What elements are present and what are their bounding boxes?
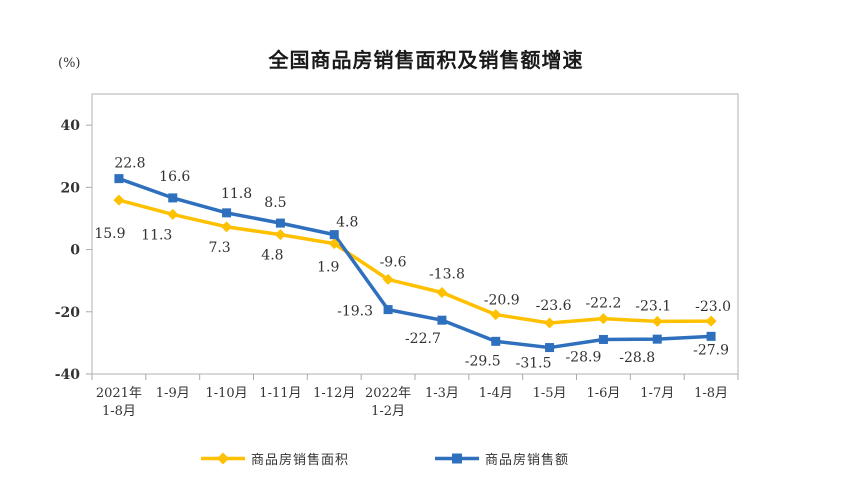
x-axis-label: 1-11月 bbox=[259, 386, 301, 401]
y-tick-label: 20 bbox=[61, 180, 81, 196]
data-point-marker bbox=[436, 286, 448, 298]
legend-item-sales-amount: 商品房销售额 bbox=[435, 449, 569, 468]
data-point-marker bbox=[275, 218, 285, 228]
data-point-marker bbox=[113, 194, 125, 206]
x-axis-label: 1-9月 bbox=[156, 386, 190, 401]
sales-area-line-marker-icon bbox=[201, 452, 245, 465]
data-point-marker bbox=[652, 334, 662, 344]
data-point-marker bbox=[544, 317, 556, 329]
data-label: -13.8 bbox=[429, 266, 465, 282]
data-point-marker bbox=[328, 238, 340, 250]
chart-title: 全国商品房销售面积及销售额增速 bbox=[268, 50, 584, 72]
data-point-marker bbox=[274, 229, 286, 241]
x-axis-label: 1-5月 bbox=[533, 386, 567, 401]
data-point-marker bbox=[167, 208, 179, 220]
sales-amount-line-marker-icon bbox=[435, 453, 480, 464]
data-point-marker bbox=[114, 174, 124, 184]
y-tick-label: 0 bbox=[70, 243, 80, 259]
series-line-0 bbox=[118, 198, 712, 325]
data-point-marker bbox=[598, 334, 608, 344]
data-label: -22.2 bbox=[585, 296, 621, 312]
data-label: 16.6 bbox=[159, 169, 190, 185]
data-label: -27.9 bbox=[693, 342, 729, 358]
data-point-marker bbox=[490, 309, 502, 321]
data-point-marker bbox=[221, 221, 233, 233]
data-point-marker bbox=[222, 208, 232, 218]
x-axis-label: 1-8月 bbox=[694, 386, 728, 401]
y-tick-label: -40 bbox=[55, 367, 81, 383]
data-point-marker bbox=[329, 230, 339, 240]
data-label: -23.0 bbox=[695, 299, 731, 315]
x-axis-label: 1-3月 bbox=[425, 386, 459, 401]
data-label: -19.3 bbox=[337, 304, 373, 320]
data-label: 1.9 bbox=[317, 260, 339, 276]
data-label: 15.9 bbox=[94, 226, 125, 242]
legend-item-sales-area: 商品房销售面积 bbox=[201, 449, 349, 468]
data-label: 4.8 bbox=[336, 215, 358, 231]
data-label: 7.3 bbox=[208, 240, 230, 256]
data-point-marker bbox=[383, 305, 393, 315]
data-point-marker bbox=[597, 313, 609, 325]
x-axis-label: 1-10月 bbox=[205, 386, 247, 401]
data-point-marker bbox=[706, 331, 716, 341]
data-label: 11.8 bbox=[221, 186, 252, 202]
x-axis-label: 1-4月 bbox=[479, 386, 513, 401]
data-point-marker bbox=[545, 343, 555, 353]
x-axis-label: 2021年 1-8月 bbox=[96, 386, 142, 419]
data-label: 8.5 bbox=[264, 195, 286, 211]
legend-label-sales-area: 商品房销售面积 bbox=[251, 453, 350, 468]
data-label: -9.6 bbox=[380, 254, 407, 270]
data-label: -20.9 bbox=[484, 293, 520, 309]
data-label: 11.3 bbox=[141, 227, 172, 243]
legend-label-sales-amount: 商品房销售额 bbox=[485, 453, 570, 468]
data-label: -31.5 bbox=[516, 356, 552, 372]
data-label: -29.5 bbox=[465, 353, 501, 369]
diamond-marker-icon bbox=[217, 452, 229, 465]
square-marker-icon bbox=[452, 453, 463, 464]
data-label: -28.8 bbox=[619, 350, 655, 366]
data-point-marker bbox=[651, 315, 663, 327]
x-axis-label: 1-6月 bbox=[586, 386, 620, 401]
x-axis-label: 1-7月 bbox=[640, 386, 674, 401]
data-label: -23.1 bbox=[635, 298, 671, 314]
y-tick-label: 40 bbox=[61, 118, 81, 134]
y-axis-unit-label: (%) bbox=[58, 56, 81, 71]
x-axis-label: 1-12月 bbox=[313, 386, 355, 401]
legend: 商品房销售面积 商品房销售额 bbox=[201, 449, 569, 468]
data-point-marker bbox=[437, 315, 447, 325]
x-axis-label: 2022年 1-2月 bbox=[365, 386, 411, 419]
data-label: -28.9 bbox=[565, 349, 601, 365]
data-label: 4.8 bbox=[261, 248, 283, 264]
data-label: -23.6 bbox=[536, 298, 572, 314]
data-label: 22.8 bbox=[114, 156, 145, 172]
data-point-marker bbox=[491, 336, 501, 346]
data-point-marker bbox=[382, 273, 394, 285]
data-point-marker bbox=[705, 315, 717, 327]
data-point-marker bbox=[168, 193, 178, 203]
series-line-1 bbox=[118, 176, 712, 350]
data-label: -22.7 bbox=[405, 331, 441, 347]
y-tick-label: -20 bbox=[55, 305, 81, 321]
